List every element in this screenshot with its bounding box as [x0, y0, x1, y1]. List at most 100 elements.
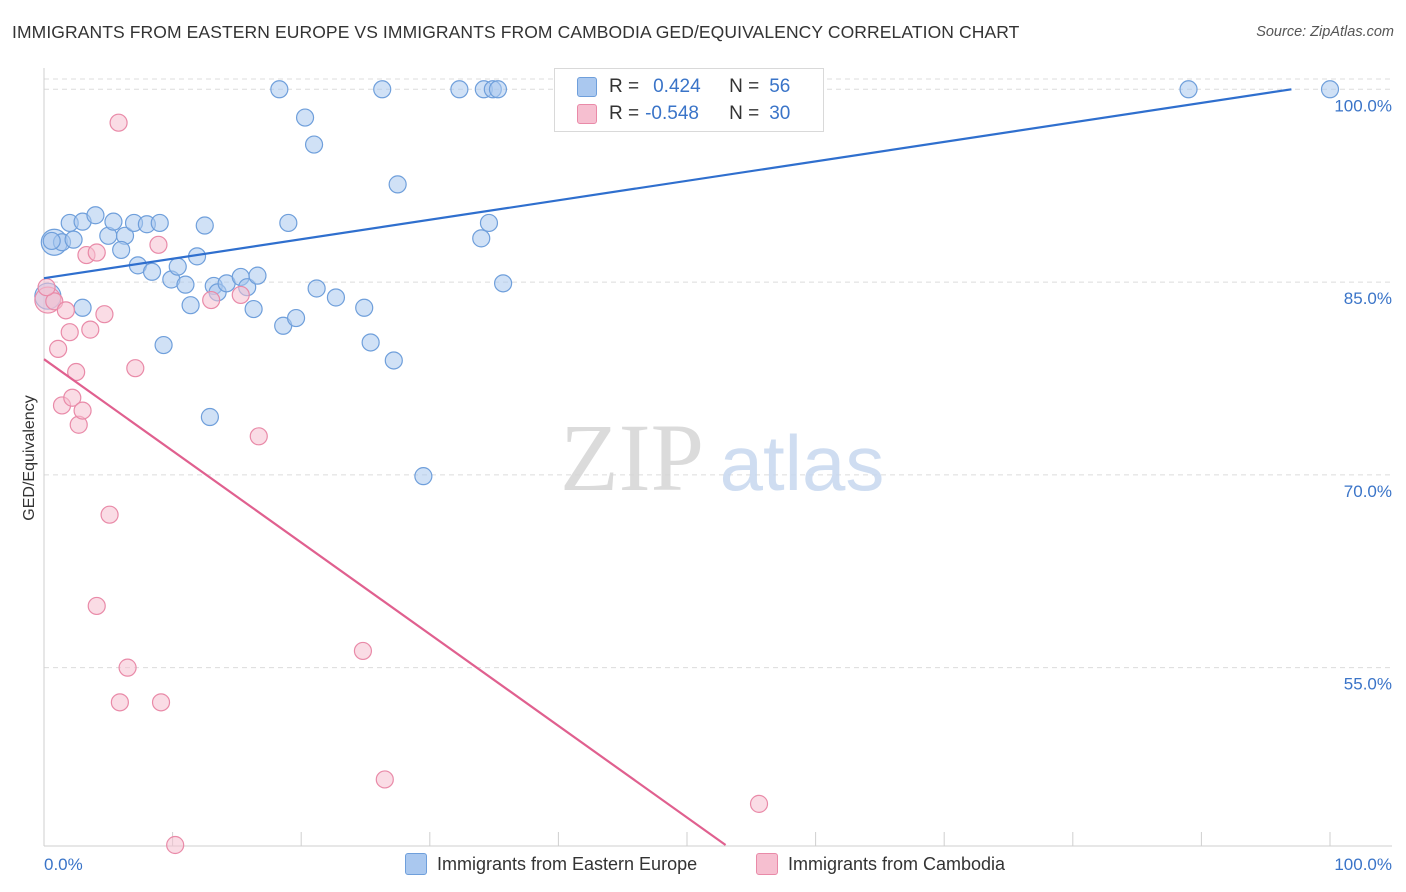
legend-swatch-pink — [577, 104, 597, 124]
data-point — [118, 658, 137, 677]
data-point — [176, 275, 195, 294]
data-point — [200, 407, 219, 427]
data-point — [73, 401, 92, 420]
data-point — [109, 113, 128, 132]
series-eastern-europe-points — [34, 80, 1340, 486]
data-point — [494, 274, 513, 293]
data-point — [307, 279, 326, 298]
data-point — [73, 298, 92, 317]
data-point — [361, 333, 380, 352]
data-point — [249, 427, 268, 446]
trend-line-cambodia — [43, 358, 727, 846]
data-point — [168, 257, 187, 276]
legend-n-label: N = — [729, 103, 760, 124]
data-point — [479, 213, 499, 233]
data-point — [1179, 80, 1198, 99]
data-point — [472, 229, 491, 248]
data-point — [1320, 80, 1340, 99]
data-point — [353, 641, 373, 661]
bottom-legend-label: Immigrants from Eastern Europe — [437, 853, 698, 874]
data-point — [244, 299, 263, 319]
tick-labels: 100.0% 85.0% 70.0% 55.0% 0.0% 100.0% — [44, 96, 1392, 874]
x-tick-label: 0.0% — [44, 855, 83, 874]
data-point — [42, 231, 61, 251]
data-point — [37, 278, 56, 297]
data-point — [126, 359, 145, 378]
legend-r-label: R = — [609, 103, 640, 124]
data-point — [95, 305, 114, 324]
legend-row-cambodia: R = -0.548 N = 30 — [577, 100, 790, 128]
data-point — [104, 212, 123, 231]
data-point — [488, 80, 508, 99]
data-point — [87, 596, 106, 616]
data-point — [86, 206, 105, 225]
data-point — [63, 388, 82, 407]
data-point — [195, 216, 214, 235]
y-tick-label: 85.0% — [1344, 289, 1392, 308]
y-tick-label: 70.0% — [1344, 482, 1392, 501]
bottom-legend-swatch-pink — [756, 853, 778, 875]
legend-n-value: 56 — [769, 76, 791, 97]
data-point — [355, 298, 374, 317]
x-tick-label: 100.0% — [1334, 855, 1392, 874]
axes — [43, 68, 1392, 847]
legend-n-value: 30 — [769, 103, 791, 124]
data-point — [81, 320, 100, 339]
series-cambodia-points — [34, 113, 769, 855]
data-point — [414, 467, 433, 486]
data-point — [295, 108, 315, 127]
data-point — [87, 243, 106, 262]
data-point — [149, 235, 168, 254]
y-tick-label: 100.0% — [1334, 96, 1392, 115]
data-point — [151, 693, 171, 712]
data-point — [279, 213, 298, 233]
data-point — [749, 794, 769, 813]
data-point — [49, 339, 68, 358]
legend-r-value: -0.548 — [645, 103, 699, 124]
legend-r-label: R = — [609, 76, 640, 97]
data-point — [64, 230, 83, 249]
data-point — [181, 296, 200, 315]
data-point — [56, 301, 75, 320]
bottom-legend-eastern-europe: Immigrants from Eastern Europe — [405, 852, 697, 876]
correlation-legend: R = 0.424 N = 56 R = -0.548 N = 30 — [554, 68, 824, 132]
data-point — [248, 266, 267, 285]
trend-line-eastern-europe — [43, 88, 1292, 280]
legend-r-value: 0.424 — [653, 76, 701, 97]
data-point — [60, 323, 79, 342]
bottom-legend-swatch-blue — [405, 853, 427, 875]
grid-lines — [44, 78, 1392, 669]
watermark-zip: ZIP — [560, 404, 704, 511]
data-point — [202, 290, 221, 310]
bottom-legend-label: Immigrants from Cambodia — [788, 853, 1006, 874]
data-point — [450, 80, 469, 99]
source-label: Source: ZipAtlas.com — [1256, 24, 1394, 40]
data-point — [304, 135, 324, 154]
data-point — [373, 80, 392, 99]
data-point — [286, 308, 306, 328]
data-point — [110, 693, 129, 712]
data-point — [154, 335, 173, 355]
data-point — [231, 285, 250, 305]
data-point — [166, 835, 185, 855]
data-point — [388, 175, 407, 194]
data-point — [142, 262, 162, 281]
y-axis-label: GED/Equivalency — [21, 395, 38, 520]
legend-n-label: N = — [729, 76, 760, 97]
data-point — [150, 213, 169, 233]
trend-lines — [43, 88, 1292, 846]
data-point — [375, 770, 394, 789]
legend-swatch-blue — [577, 77, 597, 97]
data-point — [100, 505, 119, 524]
data-point — [270, 80, 289, 99]
data-point — [67, 362, 86, 382]
data-point — [384, 351, 403, 370]
data-point — [112, 240, 131, 260]
y-tick-label: 55.0% — [1344, 675, 1392, 694]
bottom-legend-cambodia: Immigrants from Cambodia — [756, 852, 1005, 876]
legend-row-eastern-europe: R = 0.424 N = 56 — [577, 73, 790, 101]
chart-title: IMMIGRANTS FROM EASTERN EUROPE VS IMMIGR… — [12, 22, 1020, 42]
data-point — [326, 288, 346, 307]
watermark-atlas: atlas — [720, 419, 885, 507]
